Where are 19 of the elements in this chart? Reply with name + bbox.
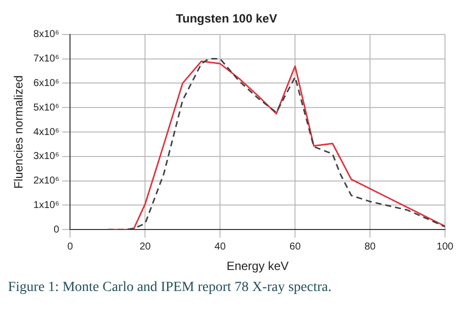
y-tick-label: 3x10⁶: [33, 151, 60, 162]
x-tick-label: 80: [364, 241, 376, 252]
y-tick-label: 5x10⁶: [33, 102, 60, 114]
y-tick-label: 8x10⁶: [33, 29, 60, 40]
y-tick-label: 7x10⁶: [33, 54, 60, 65]
x-axis-title: Energy keV: [226, 259, 289, 274]
y-tick-label: 1x10⁶: [33, 200, 60, 211]
x-tick-label: 40: [214, 241, 226, 252]
caption: Figure 1: Monte Carlo and IPEM report 78 X-ray spectra.: [8, 280, 332, 296]
x-tick-label: 100: [436, 241, 454, 252]
y-tick-label: 4x10⁶: [33, 126, 60, 138]
y-tick-label: 6x10⁶: [33, 78, 60, 89]
y-tick-label: 2x10⁶: [33, 176, 60, 187]
x-tick-label: 0: [67, 241, 74, 252]
x-tick-label: 60: [290, 241, 302, 252]
x-tick-label: 20: [140, 241, 152, 252]
y-tick-label: 0: [54, 224, 60, 236]
chart-title: Tungsten 100 keV: [176, 12, 278, 26]
y-axis-title: Fluencies normalized: [12, 75, 26, 189]
